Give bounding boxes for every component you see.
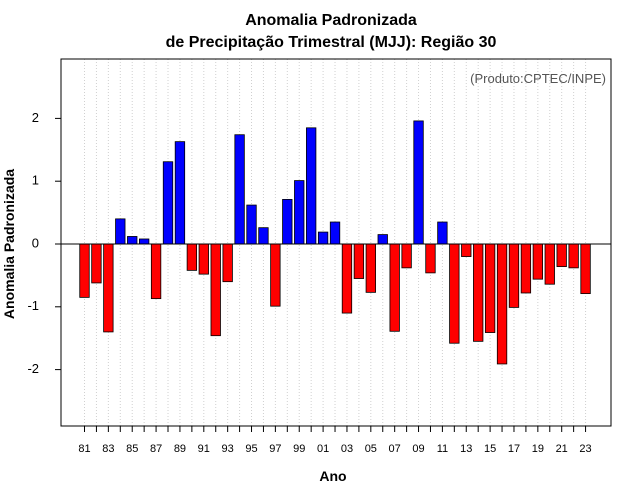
xtick-label: 07 bbox=[389, 443, 401, 455]
bar-00 bbox=[306, 127, 317, 245]
xtick-label: 95 bbox=[245, 443, 257, 455]
xtick-label: 19 bbox=[532, 443, 544, 455]
ytick-label: 2 bbox=[32, 110, 39, 125]
xtick-label: 97 bbox=[269, 443, 281, 455]
bar-16 bbox=[496, 243, 508, 365]
ytick-label: 1 bbox=[32, 173, 39, 188]
bar-01 bbox=[317, 231, 329, 245]
bar-93 bbox=[222, 243, 233, 283]
bar-88 bbox=[162, 161, 174, 245]
bar-20 bbox=[544, 243, 555, 285]
bar-03 bbox=[341, 243, 353, 314]
bars bbox=[79, 120, 591, 365]
xtick-label: 85 bbox=[126, 443, 138, 455]
xtick-label: 91 bbox=[198, 443, 210, 455]
credit-annotation: (Produto:CPTEC/INPE) bbox=[470, 71, 606, 86]
y-axis: -2 -1 0 1 2 bbox=[27, 110, 61, 376]
bar-02 bbox=[329, 221, 341, 245]
bar-91 bbox=[198, 243, 209, 275]
bar-97 bbox=[270, 243, 281, 307]
xtick-label: 93 bbox=[222, 443, 234, 455]
ytick-label: -1 bbox=[27, 298, 39, 313]
bar-94 bbox=[234, 134, 245, 245]
xtick-label: 81 bbox=[78, 443, 90, 455]
x-axis: 81 83 85 87 89 91 93 95 97 99 01 03 05 07 09 11 13 15 17 19… bbox=[78, 426, 592, 455]
bar-87 bbox=[150, 243, 162, 300]
bar-85 bbox=[127, 236, 138, 245]
xtick-label: 03 bbox=[341, 443, 353, 455]
bar-92 bbox=[210, 243, 221, 337]
chart-subtitle: de Precipitação Trimestral (MJJ): Região… bbox=[166, 34, 497, 51]
bar-90 bbox=[186, 243, 198, 271]
bar-82 bbox=[91, 243, 102, 284]
ytick-label: 0 bbox=[32, 235, 39, 250]
bar-86 bbox=[138, 238, 150, 245]
bar-19 bbox=[532, 243, 543, 280]
xtick-label: 89 bbox=[174, 443, 186, 455]
xtick-label: 13 bbox=[460, 443, 472, 455]
bar-22 bbox=[568, 243, 579, 269]
xtick-label: 21 bbox=[556, 443, 568, 455]
y-axis-label: Anomalia Padronizada bbox=[1, 169, 17, 319]
bar-98 bbox=[282, 199, 293, 245]
bar-23 bbox=[580, 243, 591, 295]
xtick-label: 15 bbox=[484, 443, 496, 455]
bar-96 bbox=[258, 227, 269, 245]
xtick-label: 11 bbox=[437, 443, 448, 455]
bar-15 bbox=[484, 243, 496, 333]
bar-04 bbox=[353, 243, 365, 279]
xtick-label: 17 bbox=[508, 443, 520, 455]
bar-13 bbox=[461, 243, 472, 257]
bar-81 bbox=[79, 243, 90, 298]
bar-84 bbox=[115, 218, 126, 245]
bar-18 bbox=[520, 243, 532, 294]
xtick-label: 83 bbox=[102, 443, 114, 455]
bar-17 bbox=[508, 243, 520, 308]
bar-11 bbox=[437, 221, 448, 245]
xtick-label: 99 bbox=[293, 443, 305, 455]
bar-07 bbox=[389, 243, 400, 332]
bar-21 bbox=[556, 243, 567, 268]
chart-title: Anomalia Padronizada bbox=[245, 12, 417, 29]
xtick-label: 05 bbox=[365, 443, 377, 455]
bar-05 bbox=[365, 243, 376, 293]
plot-frame bbox=[60, 58, 612, 427]
bar-09 bbox=[413, 120, 424, 245]
bar-10 bbox=[425, 243, 436, 274]
bar-99 bbox=[294, 180, 305, 245]
bar-08 bbox=[401, 243, 412, 269]
xtick-label: 09 bbox=[412, 443, 424, 455]
xtick-label: 01 bbox=[317, 443, 329, 455]
xtick-label: 23 bbox=[579, 443, 591, 455]
bar-12 bbox=[449, 243, 460, 344]
xtick-label: 87 bbox=[150, 443, 162, 455]
ytick-label: -2 bbox=[27, 361, 39, 376]
x-axis-label: Ano bbox=[319, 468, 346, 484]
bar-83 bbox=[103, 243, 114, 333]
bar-89 bbox=[174, 141, 186, 245]
bar-95 bbox=[246, 204, 257, 245]
bar-06 bbox=[377, 234, 388, 245]
bar-14 bbox=[473, 243, 484, 342]
